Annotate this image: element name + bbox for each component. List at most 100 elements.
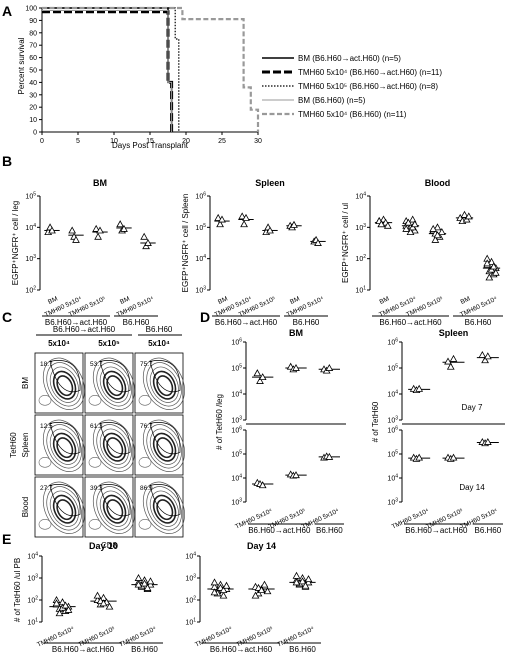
panel-e-data-point (146, 577, 155, 585)
flow-gate (49, 360, 81, 393)
y-tick-label: 30 (29, 92, 37, 99)
flow-contour (138, 395, 152, 406)
panel-e-data-point (99, 599, 108, 607)
panel-d-data-point (258, 481, 267, 489)
panel-e-tick-exponent: 1 (193, 618, 196, 624)
flow-gate-value: 27.7 (40, 485, 53, 492)
flow-contour (38, 519, 52, 530)
panel-e-title: Day 10 (89, 541, 118, 551)
y-tick-label: 40 (29, 80, 37, 87)
panel-b-data-point (216, 220, 224, 228)
panel-d-y-tick-label: 105 (387, 364, 398, 373)
panel-e-tick-exponent: 3 (193, 574, 196, 580)
panel-b-data-point (96, 226, 104, 234)
panel-d-y-tick-label: 104 (231, 474, 242, 483)
panel-d-group-label: B6.H60 (316, 526, 343, 535)
flow-contour (138, 457, 152, 468)
panel-d-y-tick-label: 106 (231, 338, 242, 347)
panel-d-data-point (478, 350, 487, 358)
flow-contour (102, 494, 127, 524)
flow-contour (146, 424, 182, 469)
flow-contour (52, 432, 77, 462)
flow-contour (42, 481, 85, 534)
panel-b-data-point (140, 232, 149, 240)
panel-d-tick-exponent: 6 (239, 426, 242, 432)
panel-d-tick-exponent: 5 (239, 364, 242, 370)
y-tick-label: 100 (25, 6, 37, 13)
flow-contour (49, 428, 79, 465)
panel-e-group-label: B6.H60 (289, 645, 316, 654)
panel-b-y-tick-label: 104 (355, 192, 366, 201)
panel-d-data-point (483, 352, 492, 360)
panel-d-tick-exponent: 3 (239, 498, 242, 504)
flow-gate (49, 422, 81, 455)
panel-b-data-point (437, 228, 446, 235)
y-tick-label: 80 (29, 30, 37, 37)
flow-gate (99, 360, 131, 393)
legend-entry: TMH60 5x10⁴ (B6.H60→act.H60) (n=11) (298, 68, 442, 77)
panel-e-data-point (93, 591, 102, 599)
panel-b-tick-exponent: 4 (363, 192, 366, 198)
panel-e-data-point (251, 591, 260, 599)
panel-b-tick-exponent: 2 (33, 286, 36, 292)
panel-b-data-point (491, 268, 500, 276)
panel-e-y-tick-label: 103 (27, 574, 38, 583)
panel-b-y-tick-label: 102 (25, 286, 36, 295)
survival-series-line (42, 7, 173, 132)
flow-contour (46, 486, 82, 531)
panel-d-day: Day 14 (459, 483, 485, 492)
flow-contour (152, 370, 177, 400)
panel-d-data-point (446, 362, 455, 370)
flow-contour (96, 424, 132, 469)
panel-b-data-point (238, 212, 247, 220)
panel-b-data-point (383, 221, 392, 229)
panel-b-group-label: B6.H60→act.H60 (379, 318, 442, 327)
panel-d-tick-exponent: 4 (239, 390, 242, 396)
panel-e-data-point (64, 605, 73, 613)
flow-contour (99, 428, 129, 465)
flow-contour (96, 362, 132, 407)
flow-contour (99, 366, 129, 403)
flow-contour (88, 395, 102, 406)
panel-b-tick-exponent: 3 (203, 286, 206, 292)
y-tick-label: 70 (29, 43, 37, 50)
panel-d-y-tick-label: 105 (231, 364, 242, 373)
flow-contour (92, 419, 135, 472)
flow-gate (149, 360, 181, 393)
panel-d-tick-exponent: 6 (395, 426, 398, 432)
panel-b-data-point (433, 223, 442, 231)
flow-contour (42, 357, 85, 410)
flow-contour (49, 366, 79, 403)
panel-e-tick-exponent: 2 (193, 596, 196, 602)
x-tick-label: 5 (76, 138, 80, 145)
panel-b-data-point (48, 226, 56, 234)
panel-e-data-point (222, 581, 231, 589)
panel-e-y-tick-label: 101 (27, 618, 38, 627)
panel-d-y-tick-label: 104 (231, 390, 242, 399)
panel-b-ylabel: EGFP⁺NGFR⁺ cell / leg (11, 201, 20, 285)
flow-gate (149, 484, 181, 517)
panel-d-y-tick-label: 106 (387, 338, 398, 347)
panel-d-tick-exponent: 5 (395, 364, 398, 370)
panel-e-group-label: B6.H60→act.H60 (210, 645, 273, 654)
panel-d-title: BM (289, 328, 303, 338)
panel-d-y-tick-label: 103 (387, 498, 398, 507)
panel-e-data-point (263, 587, 272, 595)
flow-contour (38, 457, 52, 468)
survival-series-line (42, 10, 174, 132)
panel-d-tick-exponent: 5 (239, 450, 242, 456)
flow-contour (92, 481, 135, 534)
panel-b-tick-exponent: 6 (203, 192, 206, 198)
panel-d-y-tick-label: 105 (387, 450, 398, 459)
x-tick-label: 0 (40, 138, 44, 145)
flow-header: B6.H60→act.H60 (53, 325, 116, 334)
panel-d-y-tick-label: 103 (231, 498, 242, 507)
flow-contour (106, 437, 124, 459)
panel-b-data-point (240, 220, 248, 228)
x-tick-label: 25 (218, 138, 226, 145)
panel-e-data-point (52, 599, 61, 607)
panel-d-data-point (415, 384, 424, 392)
panel-d-tick-exponent: 3 (395, 498, 398, 504)
legend-entry: TMH60 5x10⁵ (B6.H60→act.H60) (n=8) (298, 82, 438, 91)
